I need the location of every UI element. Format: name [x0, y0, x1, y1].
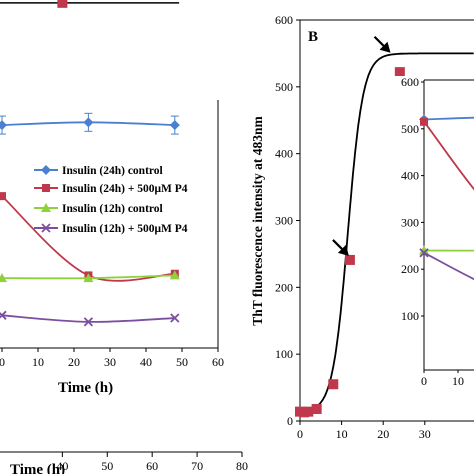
panel-b-x-tick-label: 0 — [297, 427, 303, 441]
panel-b-data-point — [394, 67, 405, 78]
legend-swatch-marker-stroke-b — [41, 223, 51, 233]
panel-b-x-tick-label: 30 — [419, 427, 431, 441]
panel-b-y-tick-label: 100 — [275, 347, 293, 361]
panel-b-inset: 100 200 300 400 500 600 0 10 — [390, 75, 474, 390]
panel-b-y-axis-label: ThT fluorescence intensity at 483nm — [250, 116, 265, 326]
panel-b-inset-series-line — [423, 116, 474, 121]
panel-b-inset-background — [390, 76, 474, 390]
panel-b-inset-y-tick-label: 200 — [401, 262, 419, 276]
legend-swatch-marker — [42, 184, 50, 192]
panel-b-inset-y-tick-label: 100 — [401, 309, 419, 323]
left-inset-data-point — [0, 120, 7, 131]
left-inset-panel: 0 10 20 30 40 50 60 Time (h) Insulin (24h) contr… — [0, 100, 224, 396]
left-main-x-tick-label: 50 — [101, 459, 113, 473]
panel-b-arrow-annotation — [373, 35, 391, 53]
left-inset-data-point — [169, 270, 180, 280]
panel-b-inset-series-line — [423, 252, 474, 281]
panel-b-data-point — [344, 254, 355, 265]
panel-b-inset-series-line — [423, 249, 474, 252]
left-main-x-tick-label: 40 — [56, 459, 68, 473]
panel-b-inset-y-tick-label: 500 — [401, 122, 419, 136]
left-main-panel: 40 50 60 70 80 Time (h) — [0, 0, 248, 474]
panel-b-inset-y-tick-label: 300 — [401, 215, 419, 229]
left-inset-data-point — [169, 120, 180, 131]
left-inset-data-point — [83, 117, 94, 128]
arrow-head — [337, 244, 349, 256]
legend-entry-label: Insulin (24h) control — [62, 165, 163, 177]
left-inset-data-point-stroke-b — [83, 317, 94, 327]
left-inset-x-axis-label: Time (h) — [58, 380, 113, 396]
left-main-x-tick-label: 80 — [236, 459, 248, 473]
left-inset-x-tick-label: 20 — [68, 355, 80, 369]
panel-b-y-tick-label: 0 — [287, 414, 293, 428]
left-main-x-tick-label: 70 — [191, 459, 203, 473]
left-inset-data-point — [0, 310, 7, 320]
left-inset-data-point — [170, 313, 180, 323]
panel-b-inset-series-line — [423, 121, 474, 191]
panel-b-inset-x-tick-label: 0 — [421, 374, 427, 388]
left-inset-x-tick-label: 40 — [140, 355, 152, 369]
left-inset-x-tick-label: 0 — [0, 355, 5, 369]
panel-b-y-tick-label: 300 — [275, 214, 293, 228]
panel-b-inset-data-point-stroke-b — [419, 248, 429, 258]
panel-b-x-tick-label: 20 — [377, 427, 389, 441]
legend-swatch-marker — [41, 203, 51, 212]
panel-b-inset-y-tick-label: 600 — [401, 75, 419, 89]
left-inset-data-point-stroke-b — [170, 313, 180, 323]
left-main-data-point — [57, 0, 68, 8]
left-main-x-tick-label: 60 — [146, 459, 158, 473]
left-inset-x-tick-label: 50 — [176, 355, 188, 369]
left-inset-data-point — [0, 273, 7, 283]
left-main-x-axis-label: Time (h) — [10, 462, 65, 474]
arrow-head — [379, 41, 391, 53]
legend-swatch-marker — [41, 223, 51, 233]
legend-entry-label: Insulin (12h) control — [62, 203, 163, 215]
left-inset-x-tick-label: 30 — [104, 355, 116, 369]
left-inset-data-point — [0, 192, 6, 201]
panel-b-letter: B — [308, 29, 318, 45]
panel-b-inset-x-tick-label: 10 — [452, 374, 464, 388]
panel-b-y-tick-label: 500 — [275, 80, 293, 94]
panel-b-y-tick-label: 400 — [275, 147, 293, 161]
panel-b-y-tick-label: 200 — [275, 280, 293, 294]
left-inset-data-point-stroke-b — [0, 310, 7, 319]
panel-b-inset-data-point — [419, 245, 429, 255]
legend-swatch-marker — [41, 165, 51, 175]
panel-b-data-point — [328, 379, 339, 390]
panel-b-inset-data-point — [420, 117, 428, 126]
panel-b-inset-data-point — [419, 248, 429, 258]
left-inset-x-tick-label: 10 — [32, 355, 44, 369]
panel-b-x-tick-label: 10 — [336, 427, 348, 441]
panel-b-data-point — [303, 406, 314, 417]
legend-entry-label: Insulin (24h) + 500μM P4 — [62, 183, 188, 195]
legend-entry-label: Insulin (12h) + 500μM P4 — [62, 223, 188, 235]
panel-b-inset-y-tick-label: 400 — [401, 169, 419, 183]
panel-b-y-tick-label: 600 — [275, 13, 293, 27]
left-inset-data-point — [83, 273, 94, 283]
left-inset-x-tick-label: 60 — [212, 355, 224, 369]
panel-b-arrow-annotation — [332, 239, 349, 256]
panel-b-data-point — [311, 403, 322, 414]
left-inset-data-point — [83, 317, 94, 327]
